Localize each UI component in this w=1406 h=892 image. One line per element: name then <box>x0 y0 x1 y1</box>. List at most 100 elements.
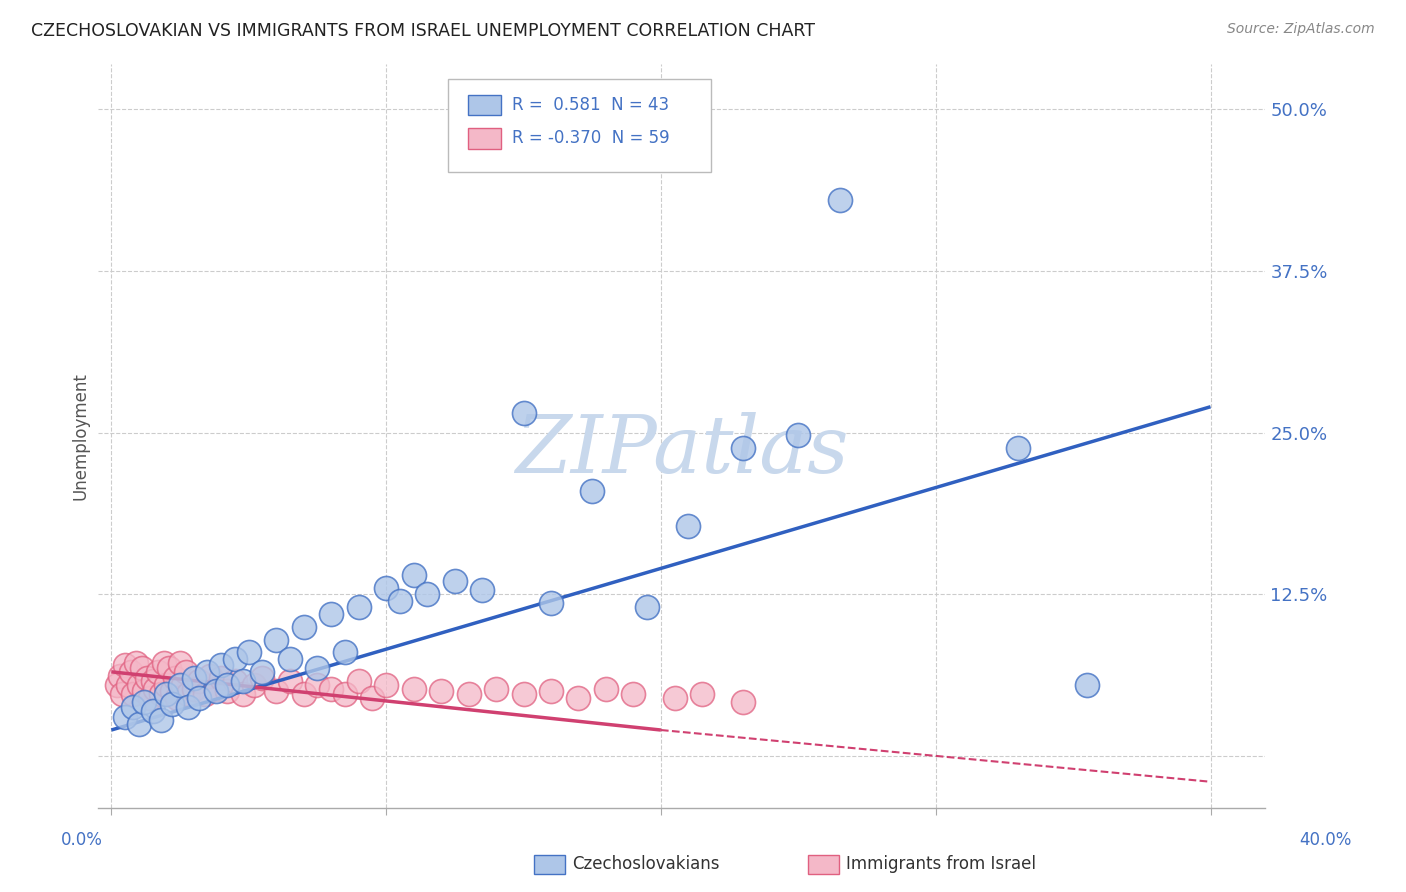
Point <box>194 687 217 701</box>
Point <box>252 665 274 679</box>
Point <box>139 690 162 705</box>
Point <box>388 593 411 607</box>
Point <box>595 681 617 696</box>
Point <box>105 678 128 692</box>
Point <box>457 687 479 701</box>
Point <box>131 661 153 675</box>
Point <box>264 684 287 698</box>
Point <box>149 713 172 727</box>
Point <box>333 645 356 659</box>
Text: Source: ZipAtlas.com: Source: ZipAtlas.com <box>1227 22 1375 37</box>
Point <box>114 710 136 724</box>
Point <box>160 697 183 711</box>
Point <box>209 671 232 685</box>
Point <box>430 684 453 698</box>
Point <box>155 678 177 692</box>
Point <box>122 699 145 714</box>
Point <box>172 678 194 692</box>
Point <box>232 687 254 701</box>
Point <box>125 656 148 670</box>
Point <box>134 695 156 709</box>
Point <box>183 671 205 685</box>
Point <box>152 656 174 670</box>
Point <box>333 687 356 701</box>
Point <box>166 690 188 705</box>
Point <box>232 673 254 688</box>
Point <box>402 681 425 696</box>
Point <box>209 658 232 673</box>
Bar <box>468 128 501 149</box>
Point <box>177 699 200 714</box>
Point <box>375 678 398 692</box>
Point <box>177 687 200 701</box>
Point <box>307 678 329 692</box>
Point <box>188 673 211 688</box>
Point <box>690 687 713 701</box>
Text: ZIPatlas: ZIPatlas <box>515 412 848 490</box>
Point <box>540 684 562 698</box>
Text: 40.0%: 40.0% <box>1299 831 1353 849</box>
Point <box>416 587 439 601</box>
Y-axis label: Unemployment: Unemployment <box>72 372 89 500</box>
Point <box>375 581 398 595</box>
Text: Immigrants from Israel: Immigrants from Israel <box>846 855 1036 873</box>
Point <box>197 665 219 679</box>
Point <box>733 441 755 455</box>
Point <box>264 632 287 647</box>
Point <box>146 665 169 679</box>
Point <box>215 684 238 698</box>
Point <box>278 673 301 688</box>
Text: CZECHOSLOVAKIAN VS IMMIGRANTS FROM ISRAEL UNEMPLOYMENT CORRELATION CHART: CZECHOSLOVAKIAN VS IMMIGRANTS FROM ISRAE… <box>31 22 815 40</box>
Text: 0.0%: 0.0% <box>60 831 103 849</box>
Point <box>128 716 150 731</box>
Point <box>443 574 465 589</box>
Point <box>1007 441 1029 455</box>
Point <box>174 665 197 679</box>
Point <box>733 695 755 709</box>
Point <box>155 687 177 701</box>
Point <box>252 671 274 685</box>
Point <box>402 567 425 582</box>
Text: R = -0.370  N = 59: R = -0.370 N = 59 <box>512 129 669 147</box>
Text: R =  0.581  N = 43: R = 0.581 N = 43 <box>512 96 669 114</box>
Point <box>471 583 494 598</box>
Point <box>141 673 163 688</box>
Point <box>623 687 645 701</box>
Point <box>183 681 205 696</box>
Text: Czechoslovakians: Czechoslovakians <box>572 855 720 873</box>
Point <box>485 681 508 696</box>
Point <box>678 518 700 533</box>
Point <box>117 678 139 692</box>
Point <box>567 690 589 705</box>
Point <box>204 681 226 696</box>
Point <box>188 690 211 705</box>
Point <box>149 687 172 701</box>
Point <box>347 600 370 615</box>
Point <box>664 690 686 705</box>
Point <box>238 645 260 659</box>
Point <box>1076 678 1098 692</box>
Point <box>114 658 136 673</box>
Point <box>540 596 562 610</box>
Point <box>243 678 266 692</box>
Point <box>224 652 246 666</box>
Point <box>108 669 131 683</box>
Point <box>169 678 191 692</box>
Point <box>636 600 658 615</box>
Point <box>136 671 159 685</box>
Point <box>347 673 370 688</box>
Point <box>163 671 186 685</box>
Point <box>157 661 180 675</box>
Point <box>292 619 315 633</box>
Point <box>111 687 134 701</box>
FancyBboxPatch shape <box>449 78 710 172</box>
Point <box>321 681 343 696</box>
Point <box>128 678 150 692</box>
Point <box>215 678 238 692</box>
Point <box>141 704 163 718</box>
Point <box>120 665 142 679</box>
Point <box>278 652 301 666</box>
Point <box>581 483 603 498</box>
Point <box>321 607 343 621</box>
Point <box>512 687 534 701</box>
